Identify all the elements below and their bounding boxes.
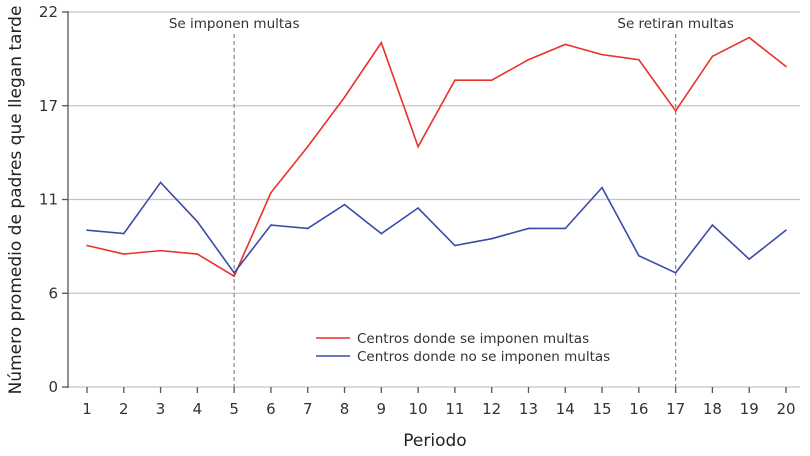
- data-point: [86, 244, 88, 247]
- x-tick-label: 10: [409, 400, 428, 418]
- data-point: [417, 145, 419, 148]
- data-point: [196, 253, 199, 255]
- data-point: [417, 207, 419, 209]
- data-point: [196, 220, 199, 223]
- legend-label-not-fined: Centros donde no se imponen multas: [357, 349, 610, 365]
- x-tick-label: 15: [593, 400, 612, 418]
- x-tick-label: 18: [703, 400, 722, 418]
- data-point: [638, 254, 640, 257]
- y-tick-label: 6: [48, 284, 58, 302]
- x-axis-label: Periodo: [403, 431, 466, 451]
- x-tick-label: 7: [303, 400, 313, 418]
- data-point: [233, 271, 235, 274]
- series-line-2: [86, 181, 787, 275]
- data-point: [306, 227, 309, 230]
- x-tick-label: 17: [666, 400, 685, 418]
- x-tick-label: 19: [740, 400, 759, 418]
- data-point: [306, 145, 309, 148]
- data-point: [343, 203, 346, 206]
- data-point: [711, 55, 714, 58]
- data-point: [674, 271, 677, 274]
- data-point: [343, 96, 346, 99]
- data-point: [785, 229, 787, 231]
- legend: Centros donde se imponen multas Centros …: [316, 331, 610, 365]
- x-tick-label: 5: [229, 400, 239, 418]
- data-point: [270, 191, 272, 194]
- data-point: [527, 227, 530, 230]
- y-tick-label: 0: [48, 378, 58, 396]
- data-point: [748, 36, 751, 39]
- x-tick-label: 14: [556, 400, 575, 418]
- x-tick-label: 6: [266, 400, 276, 418]
- x-tick-label: 8: [340, 400, 350, 418]
- data-point: [674, 110, 677, 112]
- data-point: [380, 41, 383, 44]
- data-point: [454, 244, 456, 247]
- x-tick-label: 4: [193, 400, 203, 418]
- data-point: [490, 237, 493, 240]
- x-tick-label: 9: [377, 400, 387, 418]
- y-tick-label: 22: [39, 3, 58, 21]
- legend-label-fined: Centros donde se imponen multas: [357, 331, 589, 347]
- data-point: [122, 232, 125, 235]
- y-axis-label: Número promedio de padres que llegan tar…: [6, 6, 26, 395]
- data-point: [122, 253, 125, 255]
- x-tick-label: 11: [445, 400, 464, 418]
- data-point: [159, 181, 162, 184]
- data-point: [601, 53, 603, 56]
- annotation-label: Se imponen multas: [169, 16, 300, 32]
- annotation-label: Se retiran multas: [617, 16, 734, 32]
- data-point: [711, 224, 714, 226]
- x-tick-label: 16: [629, 400, 648, 418]
- data-point: [527, 58, 530, 61]
- data-point: [785, 65, 787, 68]
- data-point: [380, 232, 383, 235]
- x-tick-label: 1: [82, 400, 92, 418]
- x-tick-label: 12: [482, 400, 501, 418]
- x-tick-label: 3: [156, 400, 166, 418]
- x-tick-label: 13: [519, 400, 538, 418]
- data-point: [564, 43, 567, 46]
- x-tick-label: 20: [776, 400, 795, 418]
- y-tick-label: 17: [39, 97, 58, 115]
- data-point: [564, 227, 567, 230]
- series-line-1: [86, 36, 787, 278]
- data-point: [490, 79, 493, 81]
- data-point: [233, 275, 235, 278]
- data-point: [748, 258, 751, 260]
- data-point: [601, 186, 603, 189]
- data-point: [159, 249, 162, 252]
- y-tick-label: 11: [39, 191, 58, 209]
- data-point: [270, 224, 272, 226]
- data-point: [638, 58, 640, 61]
- data-point: [86, 229, 88, 231]
- data-point: [454, 79, 456, 81]
- x-tick-label: 2: [119, 400, 129, 418]
